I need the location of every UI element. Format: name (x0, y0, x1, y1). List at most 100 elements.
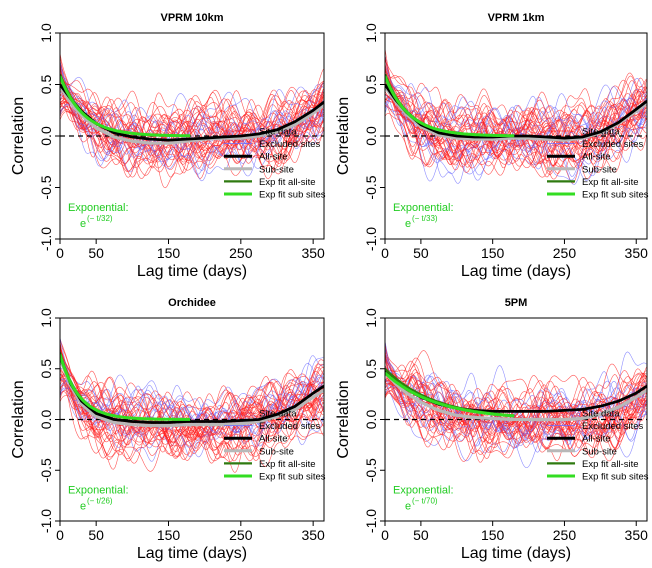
x-tick-label: 0 (381, 245, 389, 261)
legend-label: Excluded sites (582, 139, 644, 150)
legend-label: Excluded sites (259, 421, 321, 432)
x-tick-label: 50 (413, 245, 429, 261)
site-data-line (60, 348, 324, 444)
chart-title: Orchidee (168, 297, 216, 309)
site-data-line (385, 99, 647, 167)
site-data-line (60, 63, 324, 150)
x-tick-label: 0 (381, 527, 389, 543)
exponential-formula-exponent: (− t/26) (87, 497, 113, 506)
legend-label: Site data (259, 409, 297, 420)
site-data-line (60, 100, 324, 170)
x-tick-label: 250 (229, 245, 253, 261)
x-tick-label: 350 (625, 527, 649, 543)
x-tick-label: 50 (413, 527, 429, 543)
legend-label: Exp fit all-site (259, 459, 316, 470)
y-tick-label: 1.0 (38, 23, 54, 43)
excluded-site-line (385, 75, 647, 166)
x-tick-label: 150 (157, 245, 181, 261)
x-tick-label: 350 (301, 245, 325, 261)
exp-fit-sub-sites-line (60, 75, 191, 138)
site-data-line (385, 364, 647, 441)
plot-area (60, 337, 324, 473)
exponential-annotation-label: Exponential: (68, 485, 129, 497)
y-tick-label: 0.0 (38, 126, 54, 146)
legend-label: Exp fit all-site (259, 177, 316, 188)
site-data-line (385, 347, 647, 444)
all-site-line (60, 356, 324, 424)
chart-panel-4: 5PM -1.0 -0.5 0.0 0.5 1.0 0 50 150 250 350 Lag time… (335, 297, 649, 562)
legend-label: Exp fit all-site (582, 177, 639, 188)
x-tick-label: 250 (553, 245, 577, 261)
exponential-formula-base: e (405, 501, 411, 513)
excluded-site-line (60, 373, 324, 434)
legend-label: All-site (259, 152, 288, 163)
y-tick-label: 0.0 (363, 410, 379, 430)
site-data-line (60, 87, 324, 169)
site-data-line (385, 104, 647, 180)
sub-site-line (385, 371, 647, 422)
x-tick-label: 0 (56, 527, 64, 543)
excluded-site-line (60, 76, 324, 170)
y-tick-label: -1.0 (363, 227, 379, 251)
legend-label: Sub-site (582, 446, 617, 457)
sub-site-line (60, 85, 324, 145)
site-data-line (385, 387, 647, 445)
exponential-annotation-label: Exponential: (393, 485, 454, 497)
legend-label: Exp fit sub sites (582, 472, 649, 483)
y-tick-label: 0.0 (363, 126, 379, 146)
legend-label: Site data (582, 127, 620, 138)
legend-label: Exp fit sub sites (582, 190, 649, 201)
site-data-line (385, 357, 647, 431)
site-data-line (60, 346, 324, 456)
x-tick-label: 250 (229, 527, 253, 543)
excluded-site-line (385, 65, 647, 160)
site-data-line (60, 351, 324, 457)
exp-fit-sub-sites-line (60, 354, 191, 421)
site-data-line (385, 373, 647, 451)
excluded-site-line (385, 340, 647, 434)
site-data-line (385, 356, 647, 438)
exponential-formula-base: e (405, 218, 411, 230)
excluded-site-line (60, 61, 324, 182)
x-tick-label: 350 (301, 527, 325, 543)
site-data-line (385, 79, 647, 167)
legend-label: Excluded sites (259, 139, 321, 150)
x-axis-label: Lag time (days) (137, 545, 247, 562)
site-data-line (385, 93, 647, 175)
site-data-line (60, 67, 324, 170)
excluded-site-line (60, 103, 324, 171)
y-tick-label: 1.0 (38, 308, 54, 328)
y-tick-label: 0.0 (38, 410, 54, 430)
site-data-line (385, 55, 647, 169)
exponential-formula-base: e (80, 218, 86, 230)
y-tick-label: 0.5 (38, 359, 54, 379)
exponential-formula-exponent: (− t/32) (87, 214, 113, 223)
x-tick-label: 350 (625, 245, 649, 261)
x-tick-label: 50 (88, 245, 104, 261)
legend-label: Exp fit sub sites (259, 472, 326, 483)
x-tick-label: 150 (481, 527, 505, 543)
exponential-annotation-label: Exponential: (393, 202, 454, 214)
legend-label: Exp fit sub sites (259, 190, 326, 201)
y-tick-label: -0.5 (38, 175, 54, 199)
site-data-line (385, 97, 647, 162)
site-data-line (60, 90, 324, 157)
legend-label: All-site (582, 152, 611, 163)
x-tick-label: 250 (553, 527, 577, 543)
site-data-line (60, 379, 324, 462)
site-data-line (385, 92, 647, 176)
plot-area (385, 340, 647, 469)
x-axis-label: Lag time (days) (137, 263, 247, 280)
y-axis-label: Correlation (10, 97, 27, 175)
site-data-line (60, 102, 324, 167)
y-tick-label: -0.5 (38, 458, 54, 482)
chart-title: VPRM 1km (488, 12, 545, 24)
site-data-line (385, 55, 647, 151)
x-tick-label: 150 (481, 245, 505, 261)
legend-label: Sub-site (582, 164, 617, 175)
chart-title: 5PM (505, 297, 528, 309)
exp-fit-sub-sites-line (385, 75, 515, 138)
chart-panel-1: VPRM 10km -1.0 -0.5 0.0 0.5 1.0 0 50 150 250 350 La… (10, 12, 326, 280)
site-data-line (60, 346, 324, 473)
